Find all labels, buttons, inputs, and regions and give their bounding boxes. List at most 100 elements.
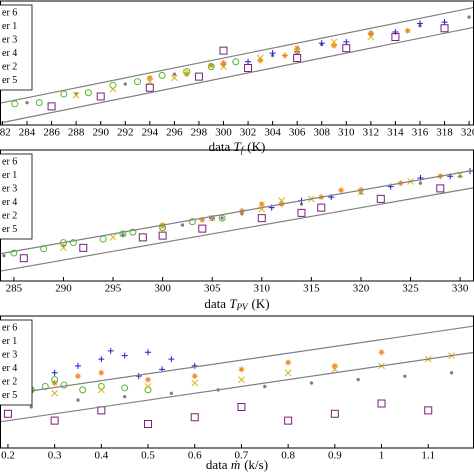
x-tick-label: 315 bbox=[303, 283, 320, 295]
point bbox=[172, 72, 177, 76]
point bbox=[19, 254, 28, 263]
point bbox=[220, 63, 227, 71]
point bbox=[331, 362, 338, 369]
x-tick-label: 294 bbox=[142, 127, 159, 139]
x-tick-label: 330 bbox=[452, 283, 469, 295]
point bbox=[145, 83, 154, 92]
x-tick-label: 0.8 bbox=[281, 450, 295, 462]
point bbox=[135, 373, 142, 380]
legend-label: er 1 bbox=[2, 336, 17, 347]
point bbox=[404, 27, 411, 34]
x-tick-label: 312 bbox=[363, 127, 380, 139]
point bbox=[238, 376, 245, 383]
point bbox=[191, 379, 199, 387]
point bbox=[198, 224, 207, 233]
point bbox=[3, 409, 12, 418]
point bbox=[79, 243, 88, 252]
point bbox=[188, 218, 196, 226]
point bbox=[168, 356, 175, 363]
legend-label: er 4 bbox=[2, 197, 17, 208]
point bbox=[74, 373, 81, 380]
x-tick-label: 310 bbox=[338, 127, 355, 139]
x-tick-label: 0.5 bbox=[141, 450, 155, 462]
point bbox=[122, 395, 127, 399]
point bbox=[331, 365, 339, 373]
point bbox=[418, 181, 423, 185]
legend-label: er 5 bbox=[2, 224, 17, 235]
point bbox=[218, 214, 226, 222]
plot-area bbox=[0, 6, 474, 124]
bound-line bbox=[0, 325, 474, 397]
x-tick-label: 302 bbox=[240, 127, 257, 139]
x-label-text: data bbox=[206, 457, 231, 472]
x-tick-label: 310 bbox=[254, 283, 271, 295]
x-tick-label: 292 bbox=[117, 127, 134, 139]
point bbox=[269, 50, 276, 57]
bound-line bbox=[0, 6, 474, 104]
point bbox=[69, 239, 77, 246]
x-tick-label: 296 bbox=[166, 127, 183, 139]
point bbox=[343, 38, 350, 45]
x-tick-label: 314 bbox=[387, 127, 404, 139]
point bbox=[97, 383, 105, 390]
legend-label: er 5 bbox=[2, 75, 17, 86]
point bbox=[74, 362, 81, 369]
x-tick-label: 282 bbox=[0, 127, 11, 139]
legend-box bbox=[0, 4, 33, 91]
point bbox=[158, 231, 167, 240]
bound-line bbox=[0, 169, 474, 255]
plot-area bbox=[0, 167, 474, 272]
point bbox=[183, 68, 191, 76]
legend-label: er 6 bbox=[2, 7, 17, 18]
x-tick-label: 0.2 bbox=[1, 450, 15, 462]
legend-label: er 1 bbox=[2, 21, 17, 32]
x-tick-label: 320 bbox=[353, 283, 370, 295]
axes-frame bbox=[0, 315, 474, 449]
point bbox=[138, 233, 147, 242]
point bbox=[144, 383, 152, 390]
point bbox=[376, 194, 385, 203]
point bbox=[183, 71, 190, 78]
x-tick-label: 295 bbox=[105, 283, 122, 295]
point bbox=[367, 30, 374, 37]
x-label-text: data bbox=[209, 139, 234, 154]
point bbox=[109, 233, 117, 241]
x-tick-label: 308 bbox=[313, 127, 330, 139]
x-tick-label: 0.4 bbox=[94, 450, 108, 462]
plot-area bbox=[0, 325, 474, 429]
point bbox=[257, 214, 266, 223]
point bbox=[220, 60, 227, 66]
x-label-sub: PV bbox=[236, 302, 249, 312]
point bbox=[338, 187, 345, 194]
point bbox=[98, 369, 105, 376]
point bbox=[424, 406, 433, 415]
legend-label: er 1 bbox=[2, 170, 17, 181]
point bbox=[191, 373, 198, 380]
point bbox=[60, 244, 67, 252]
point bbox=[97, 386, 105, 394]
point bbox=[51, 389, 58, 397]
point bbox=[121, 352, 128, 359]
point bbox=[263, 384, 267, 389]
point bbox=[194, 72, 203, 81]
point bbox=[121, 233, 125, 237]
point bbox=[441, 19, 448, 26]
point bbox=[284, 369, 292, 377]
point bbox=[257, 57, 264, 64]
point bbox=[309, 381, 314, 385]
point bbox=[50, 416, 59, 425]
bound-line bbox=[0, 187, 474, 272]
x-label-unit: (k/s) bbox=[244, 457, 268, 472]
x-tick-label: 0.6 bbox=[188, 450, 202, 462]
point bbox=[146, 74, 153, 81]
point bbox=[199, 216, 206, 223]
point bbox=[237, 402, 246, 411]
x-tick-label: 1.1 bbox=[421, 450, 435, 462]
point bbox=[190, 413, 199, 422]
point bbox=[76, 398, 80, 402]
point bbox=[449, 371, 454, 375]
legend-box bbox=[0, 153, 33, 240]
point bbox=[220, 216, 224, 220]
legend-label: er 2 bbox=[2, 210, 17, 221]
legend-label: er 2 bbox=[2, 376, 17, 387]
